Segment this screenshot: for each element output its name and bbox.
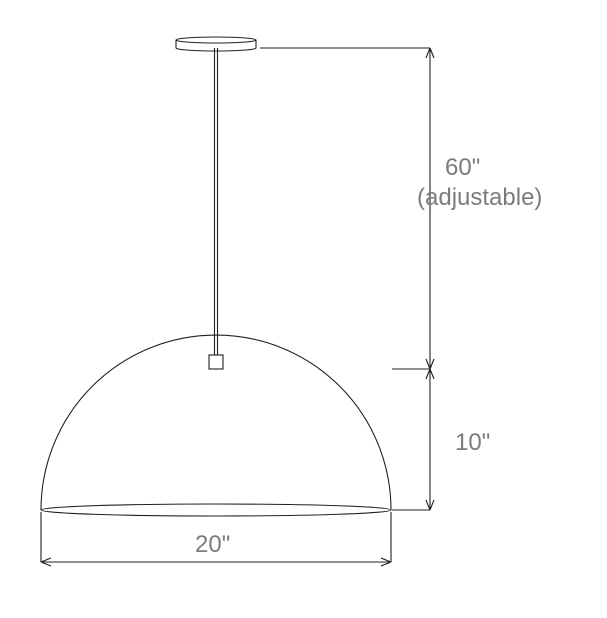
- dome-height-label: 10": [455, 429, 490, 456]
- dome-shade: [41, 335, 391, 510]
- canopy-top: [176, 37, 256, 43]
- total-height-note: (adjustable): [417, 184, 542, 211]
- width-label: 20": [195, 531, 230, 558]
- pendant-lamp-dimension-diagram: 60" (adjustable) 10" 20": [0, 0, 607, 618]
- total-height-label: 60": [445, 154, 480, 181]
- rod-coupler: [209, 355, 223, 369]
- dome-rim: [41, 504, 391, 516]
